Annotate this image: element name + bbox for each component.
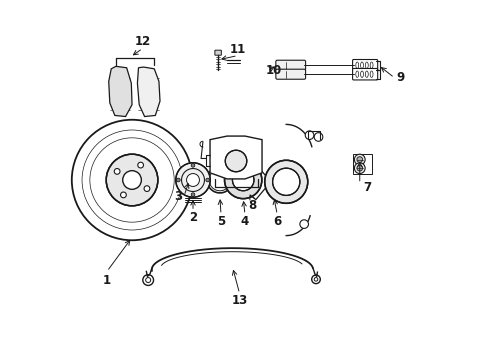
FancyBboxPatch shape	[353, 59, 378, 71]
Text: 13: 13	[231, 294, 248, 307]
Text: 6: 6	[273, 215, 281, 228]
Circle shape	[357, 165, 363, 171]
Text: 3: 3	[174, 190, 183, 203]
Circle shape	[206, 178, 209, 182]
FancyBboxPatch shape	[276, 60, 306, 70]
Circle shape	[232, 169, 254, 191]
Polygon shape	[109, 66, 132, 117]
Bar	[353, 154, 372, 174]
Circle shape	[176, 163, 210, 197]
Circle shape	[354, 163, 365, 174]
Text: 1: 1	[103, 274, 111, 287]
Text: 5: 5	[217, 215, 225, 228]
Circle shape	[114, 168, 120, 174]
Text: 10: 10	[266, 64, 282, 77]
Polygon shape	[137, 67, 160, 117]
Polygon shape	[210, 136, 262, 179]
Text: 12: 12	[135, 35, 151, 49]
FancyBboxPatch shape	[215, 50, 221, 55]
Text: 2: 2	[189, 211, 197, 224]
Circle shape	[106, 154, 158, 206]
Circle shape	[191, 193, 195, 197]
Text: 8: 8	[248, 199, 256, 212]
Circle shape	[224, 161, 262, 199]
Circle shape	[300, 220, 309, 228]
Circle shape	[305, 131, 314, 139]
Circle shape	[272, 168, 300, 195]
Circle shape	[354, 154, 365, 165]
Circle shape	[144, 186, 150, 192]
Circle shape	[187, 174, 199, 186]
Circle shape	[265, 160, 308, 203]
Circle shape	[121, 192, 126, 198]
Circle shape	[191, 163, 195, 167]
Text: 7: 7	[363, 181, 371, 194]
Circle shape	[314, 133, 323, 141]
Text: 4: 4	[241, 215, 249, 228]
FancyBboxPatch shape	[276, 69, 306, 79]
Circle shape	[225, 150, 247, 172]
Circle shape	[176, 178, 180, 182]
FancyBboxPatch shape	[353, 68, 378, 80]
Text: 11: 11	[230, 42, 246, 55]
Circle shape	[138, 162, 144, 168]
Text: 9: 9	[397, 71, 405, 84]
Circle shape	[357, 157, 363, 162]
Circle shape	[72, 120, 192, 240]
Circle shape	[122, 171, 141, 189]
